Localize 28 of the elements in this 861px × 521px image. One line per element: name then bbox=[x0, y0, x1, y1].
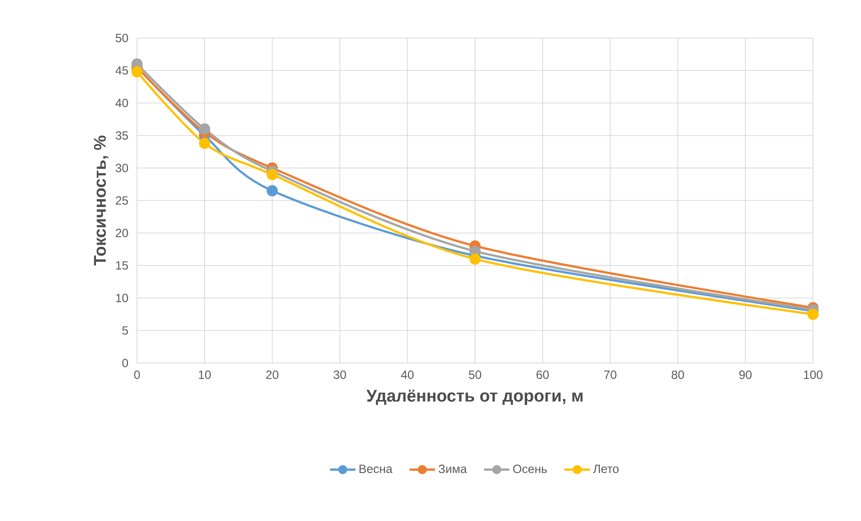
y-tick-label: 50 bbox=[116, 34, 128, 42]
x-axis-title: Удалённость от дороги, м bbox=[366, 390, 583, 406]
legend-label: Осень bbox=[513, 464, 547, 474]
legend-label: Лето bbox=[593, 464, 619, 474]
x-tick-label: 30 bbox=[334, 370, 346, 379]
x-tick-label: 80 bbox=[672, 370, 684, 379]
y-tick-label: 15 bbox=[116, 261, 128, 270]
y-tick-label: 25 bbox=[116, 196, 128, 205]
y-tick-label: 0 bbox=[122, 358, 128, 368]
x-tick-label: 0 bbox=[134, 370, 140, 379]
y-tick-label: 5 bbox=[122, 326, 128, 335]
x-tick-label: 50 bbox=[468, 370, 482, 379]
x-tick-label: 70 bbox=[604, 370, 616, 379]
y-tick-label: 35 bbox=[116, 131, 128, 140]
legend-label: Зима bbox=[438, 464, 467, 474]
x-tick-label: 100 bbox=[804, 370, 823, 379]
y-axis-title: Токсичность, % bbox=[94, 136, 108, 266]
x-tick-label: 20 bbox=[266, 370, 278, 379]
y-tick-label: 40 bbox=[115, 98, 128, 108]
x-tick-label: 40 bbox=[401, 370, 414, 379]
y-tick-label: 20 bbox=[116, 228, 128, 238]
x-tick-label: 60 bbox=[536, 370, 549, 379]
y-tick-label: 45 bbox=[115, 66, 128, 75]
x-tick-label: 10 bbox=[198, 370, 211, 379]
x-tick-label: 90 bbox=[739, 370, 752, 379]
y-tick-label: 30 bbox=[116, 164, 128, 172]
legend-label: Весна bbox=[360, 464, 392, 474]
y-tick-label: 10 bbox=[116, 294, 128, 302]
